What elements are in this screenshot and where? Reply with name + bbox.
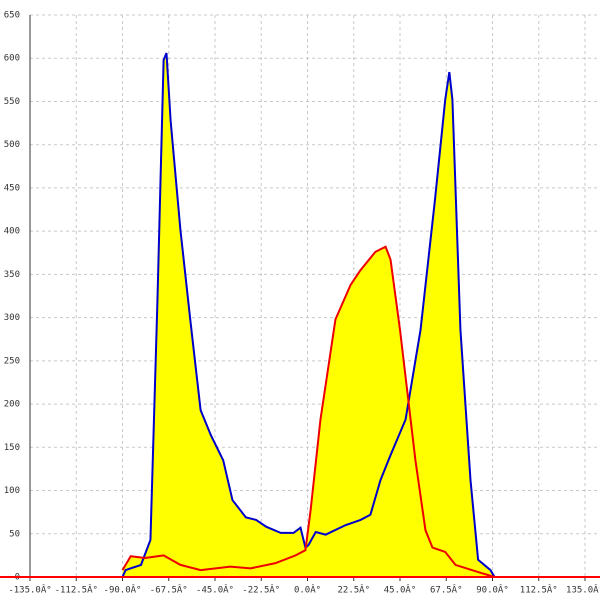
y-tick-label: 400	[4, 227, 20, 237]
y-tick-label: 250	[4, 356, 20, 366]
x-tick-label: 112.5Â°	[520, 584, 558, 596]
y-tick-label: 500	[4, 140, 20, 150]
x-tick-label: -67.5Â°	[150, 584, 188, 596]
y-tick-label: 600	[4, 54, 20, 64]
y-tick-label: 350	[4, 270, 20, 280]
x-tick-label: -112.5Â°	[55, 584, 98, 596]
x-tick-label: -135.0Â°	[8, 584, 51, 596]
x-tick-label: -22.5Â°	[242, 584, 280, 596]
x-tick-label: 0.0Â°	[294, 584, 321, 596]
area-line	[121, 52, 496, 578]
y-tick-label: 150	[4, 443, 20, 453]
y-tick-label: 450	[4, 183, 20, 193]
x-tick-label: 90.0Â°	[476, 584, 509, 596]
x-tick-label: 45.0Â°	[384, 584, 417, 596]
y-tick-label: 300	[4, 313, 20, 323]
x-tick-label: 67.5Â°	[430, 584, 463, 596]
area-line	[121, 245, 495, 578]
y-tick-label: 650	[4, 11, 20, 21]
area-fill	[122, 246, 495, 577]
x-tick-label: -90.0Â°	[104, 584, 142, 596]
x-tick-label: -45.0Â°	[196, 584, 234, 596]
y-tick-label: 550	[4, 97, 20, 107]
y-tick-label: 200	[4, 400, 20, 410]
y-tick-label: 100	[4, 486, 20, 496]
y-tick-label: 50	[9, 529, 20, 539]
x-tick-label: 22.5Â°	[337, 584, 370, 596]
area-fill	[122, 53, 495, 577]
x-tick-label: 135.0Â°	[566, 584, 600, 596]
